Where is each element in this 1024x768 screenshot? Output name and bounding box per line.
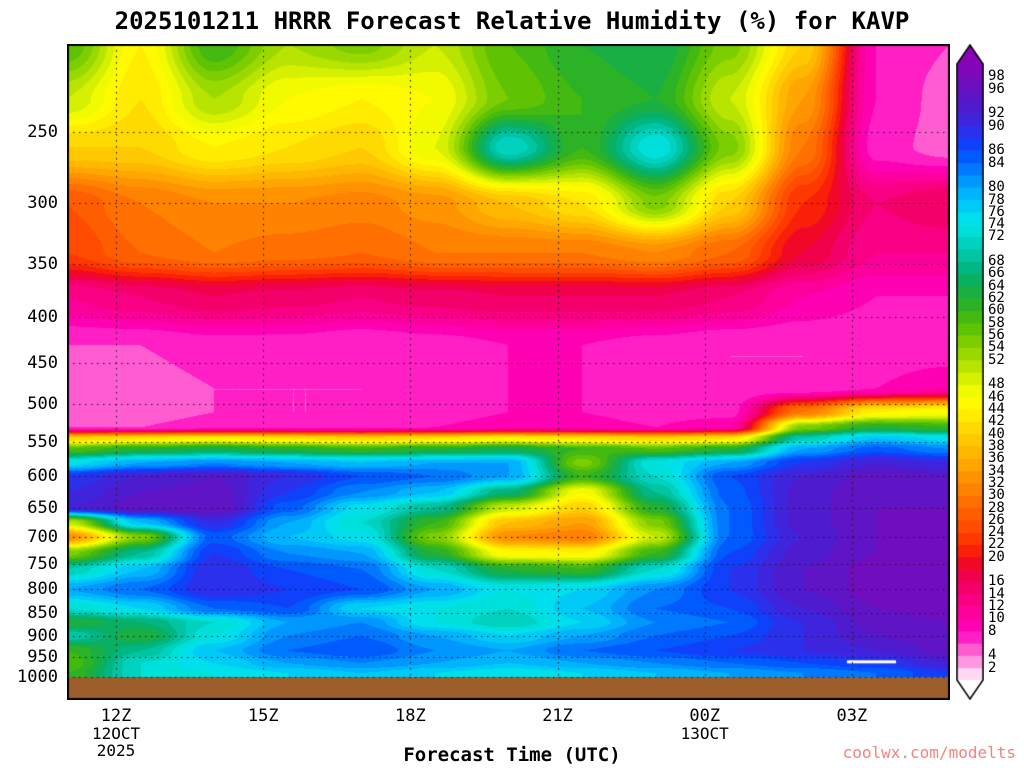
pressure-tick-label: 850 [27,603,58,624]
rh-time-height-plot [67,44,950,700]
pressure-tick-label: 400 [27,306,58,327]
colorbar-tick-label: 36 [988,450,1005,467]
colorbar-tick-label: 34 [988,462,1005,479]
pressure-tick-label: 500 [27,394,58,415]
colorbar-tick-label: 98 [988,68,1005,85]
colorbar-tick-label: 38 [988,437,1005,454]
pressure-tick-label: 450 [27,352,58,373]
colorbar-tick-label: 58 [988,314,1005,331]
time-tick-label: 03Z [836,706,868,726]
colorbar-tick-label: 44 [988,400,1005,417]
colorbar [956,44,984,700]
colorbar-tick-label: 74 [988,216,1005,233]
time-tick-label: 21Z [542,706,573,726]
colorbar-tick-label: 40 [988,425,1005,442]
colorbar-tick-label: 84 [988,154,1005,171]
colorbar-tick-label: 20 [988,548,1005,565]
colorbar-tick-label: 66 [988,265,1005,282]
colorbar-tick-label: 10 [988,610,1005,627]
time-tick-label: 00Z [689,706,721,726]
time-tick-label: 12Z [100,706,132,726]
x-axis-title: Forecast Time (UTC) [403,744,621,766]
watermark-text: coolwx.com/modelts [842,743,1016,762]
colorbar-tick-label: 12 [988,598,1005,615]
colorbar-tick-label: 14 [988,585,1005,602]
date-label: 12OCT [91,724,141,743]
colorbar-tick-label: 16 [988,573,1005,590]
colorbar-tick-label: 52 [988,351,1005,368]
colorbar-tick-label: 96 [988,80,1005,97]
pressure-tick-label: 950 [27,646,58,667]
colorbar-tick-label: 90 [988,117,1005,134]
colorbar-tick-label: 80 [988,179,1005,196]
time-tick-label: 15Z [247,706,279,726]
colorbar-tick-label: 22 [988,536,1005,553]
colorbar-tick-label: 2 [988,659,997,676]
pressure-tick-label: 600 [27,466,58,487]
colorbar-tick-label: 54 [988,339,1005,356]
pressure-tick-label: 550 [27,431,58,452]
colorbar-tick-label: 32 [988,474,1005,491]
colorbar-tick-label: 64 [988,277,1005,294]
pressure-tick-label: 700 [27,526,58,547]
colorbar-tick-label: 42 [988,413,1005,430]
colorbar-tick-label: 92 [988,105,1005,122]
pressure-tick-label: 800 [27,579,58,600]
colorbar-tick-label: 8 [988,622,997,639]
pressure-tick-label: 900 [27,625,58,646]
colorbar-tick-label: 30 [988,487,1005,504]
pressure-tick-label: 250 [27,121,58,142]
colorbar-tick-label: 24 [988,524,1005,541]
date-label: 13OCT [680,724,729,743]
colorbar-tick-label: 28 [988,499,1005,516]
time-tick-label: 18Z [395,706,426,726]
pressure-tick-label: 350 [27,254,58,275]
colorbar-tick-label: 62 [988,290,1005,307]
colorbar-tick-label: 46 [988,388,1005,405]
colorbar-tick-label: 68 [988,253,1005,270]
pressure-tick-label: 750 [27,553,58,574]
colorbar-tick-label: 26 [988,511,1005,528]
chart-title: 2025101211 HRRR Forecast Relative Humidi… [114,7,910,35]
pressure-tick-label: 650 [27,497,58,518]
colorbar-tick-label: 60 [988,302,1005,319]
colorbar-tick-label: 72 [988,228,1005,245]
pressure-tick-label: 1000 [17,667,58,688]
pressure-tick-label: 300 [27,193,58,214]
colorbar-tick-label: 56 [988,327,1005,344]
colorbar-tick-label: 78 [988,191,1005,208]
colorbar-tick-label: 48 [988,376,1005,393]
colorbar-tick-label: 4 [988,647,997,664]
colorbar-tick-label: 76 [988,203,1005,220]
colorbar-tick-label: 86 [988,142,1005,159]
